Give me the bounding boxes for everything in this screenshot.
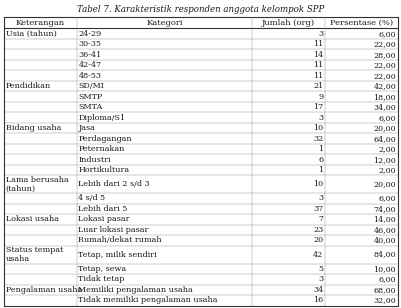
Text: Luar lokasi pasar: Luar lokasi pasar [78, 226, 148, 234]
Text: 11: 11 [312, 61, 322, 69]
Text: 6,00: 6,00 [378, 114, 395, 122]
Text: 24-29: 24-29 [78, 30, 101, 38]
Text: 22,00: 22,00 [373, 61, 395, 69]
Text: 20: 20 [312, 237, 322, 245]
Text: SD/MI: SD/MI [78, 82, 104, 90]
Text: Persentase (%): Persentase (%) [329, 19, 392, 27]
Text: 10,00: 10,00 [373, 265, 395, 273]
Text: 1: 1 [318, 166, 322, 174]
Text: 14: 14 [312, 51, 322, 59]
Text: 34: 34 [312, 286, 322, 294]
Text: 10: 10 [312, 124, 322, 132]
Text: SMTP: SMTP [78, 93, 103, 101]
Text: 42-47: 42-47 [78, 61, 101, 69]
Text: Lama berusaha
(tahun): Lama berusaha (tahun) [6, 176, 68, 193]
Text: 14,00: 14,00 [373, 216, 395, 224]
Text: Bidang usaha: Bidang usaha [6, 124, 61, 132]
Text: 34,00: 34,00 [373, 103, 395, 111]
Text: 32: 32 [312, 135, 322, 143]
Text: 6,00: 6,00 [378, 194, 395, 202]
Text: 6: 6 [318, 156, 322, 164]
Text: 20,00: 20,00 [373, 180, 395, 188]
Text: Lebih dari 5: Lebih dari 5 [78, 205, 128, 213]
Text: 23: 23 [312, 226, 322, 234]
Text: 5: 5 [318, 265, 322, 273]
Text: 12,00: 12,00 [373, 156, 395, 164]
Text: Rumah/dekat rumah: Rumah/dekat rumah [78, 237, 162, 245]
Text: Lokasi pasar: Lokasi pasar [78, 216, 130, 224]
Text: 84,00: 84,00 [373, 251, 395, 259]
Text: 9: 9 [318, 93, 322, 101]
Text: 3: 3 [318, 30, 322, 38]
Text: 2,00: 2,00 [378, 145, 395, 153]
Text: 4 s/d 5: 4 s/d 5 [78, 194, 105, 202]
Text: 46,00: 46,00 [373, 226, 395, 234]
Text: Jasa: Jasa [78, 124, 95, 132]
Text: Hortikultura: Hortikultura [78, 166, 129, 174]
Text: Lokasi usaha: Lokasi usaha [6, 216, 59, 224]
Text: 74,00: 74,00 [373, 205, 395, 213]
Text: 7: 7 [318, 216, 322, 224]
Text: Kategori: Kategori [146, 19, 182, 27]
Text: Tabel 7. Karakteristik responden anggota kelompok SPP: Tabel 7. Karakteristik responden anggota… [77, 5, 324, 14]
Text: Peternakan: Peternakan [78, 145, 125, 153]
Text: Tidak memiliki pengalaman usaha: Tidak memiliki pengalaman usaha [78, 296, 217, 304]
Text: Industri: Industri [78, 156, 111, 164]
Text: 22,00: 22,00 [373, 40, 395, 48]
Text: 30-35: 30-35 [78, 40, 101, 48]
Text: 2,00: 2,00 [378, 166, 395, 174]
Text: 20,00: 20,00 [373, 124, 395, 132]
Text: 3: 3 [318, 114, 322, 122]
Text: 10: 10 [312, 180, 322, 188]
Text: Lebih dari 2 s/d 3: Lebih dari 2 s/d 3 [78, 180, 150, 188]
Text: Usia (tahun): Usia (tahun) [6, 30, 57, 38]
Text: Status tempat
usaha: Status tempat usaha [6, 246, 63, 263]
Text: 6,00: 6,00 [378, 30, 395, 38]
Text: 22,00: 22,00 [373, 72, 395, 80]
Text: 18,00: 18,00 [373, 93, 395, 101]
Text: 1: 1 [318, 145, 322, 153]
Text: Keterangan: Keterangan [16, 19, 65, 27]
Text: Perdagangan: Perdagangan [78, 135, 132, 143]
Text: 28,00: 28,00 [373, 51, 395, 59]
Text: 16: 16 [312, 296, 322, 304]
Text: 36-41: 36-41 [78, 51, 101, 59]
Text: 42: 42 [312, 251, 322, 259]
Text: 17: 17 [312, 103, 322, 111]
Text: 42,00: 42,00 [373, 82, 395, 90]
Text: 48-53: 48-53 [78, 72, 101, 80]
Text: 11: 11 [312, 40, 322, 48]
Text: 3: 3 [318, 194, 322, 202]
Text: Pengalaman usaha: Pengalaman usaha [6, 286, 82, 294]
Text: Jumlah (org): Jumlah (org) [261, 19, 314, 27]
Text: 37: 37 [312, 205, 322, 213]
Text: 64,00: 64,00 [373, 135, 395, 143]
Text: SMTA: SMTA [78, 103, 103, 111]
Text: 3: 3 [318, 275, 322, 283]
Text: 11: 11 [312, 72, 322, 80]
Text: Tetap, sewa: Tetap, sewa [78, 265, 126, 273]
Text: 6,00: 6,00 [378, 275, 395, 283]
Text: 21: 21 [312, 82, 322, 90]
Text: 68,00: 68,00 [373, 286, 395, 294]
Text: Tetap, milik sendiri: Tetap, milik sendiri [78, 251, 157, 259]
Text: Memiliki pengalaman usaha: Memiliki pengalaman usaha [78, 286, 193, 294]
Text: Tidak tetap: Tidak tetap [78, 275, 125, 283]
Text: 32,00: 32,00 [373, 296, 395, 304]
Text: Pendidikan: Pendidikan [6, 82, 51, 90]
Text: 40,00: 40,00 [373, 237, 395, 245]
Text: Diploma/S1: Diploma/S1 [78, 114, 125, 122]
